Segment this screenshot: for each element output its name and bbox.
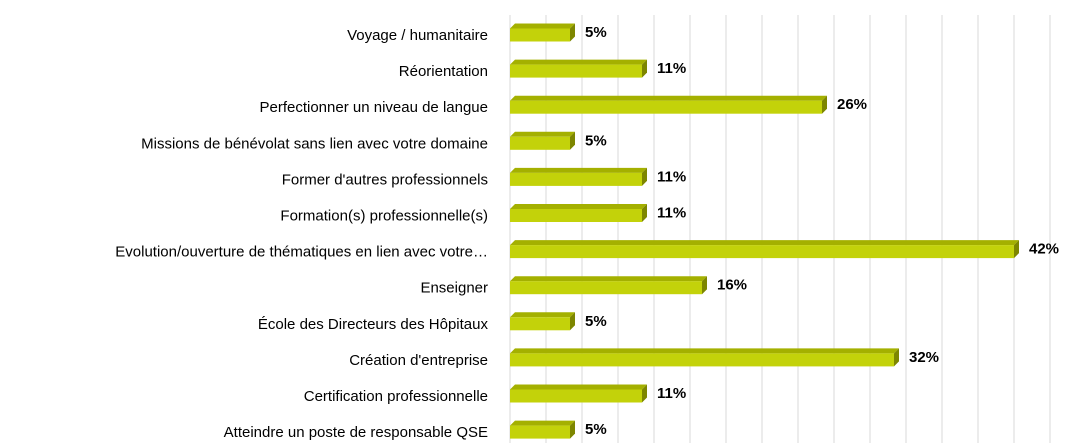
- bar: [510, 136, 570, 150]
- bar: [510, 28, 570, 42]
- y-tick-label: Réorientation: [399, 63, 488, 80]
- bar-side: [570, 23, 575, 42]
- bar-top: [510, 384, 647, 390]
- bar: [510, 353, 894, 367]
- bar-top: [510, 312, 575, 318]
- value-label: 26%: [837, 96, 867, 113]
- bar-side: [702, 276, 707, 295]
- bar-side: [1014, 240, 1019, 259]
- y-tick-label: Enseigner: [420, 280, 488, 297]
- bar-side: [822, 95, 827, 114]
- bar-top: [510, 204, 647, 209]
- value-label: 5%: [585, 24, 607, 41]
- bar-top: [510, 131, 575, 137]
- bar-side: [642, 167, 647, 186]
- bar-top: [510, 23, 575, 29]
- bar-side: [642, 384, 647, 403]
- y-tick-label: Certification professionnelle: [304, 388, 488, 405]
- bar: [510, 389, 642, 403]
- value-label: 42%: [1029, 241, 1059, 258]
- value-label: 11%: [657, 168, 686, 185]
- value-label: 16%: [717, 277, 747, 294]
- bar-top: [510, 348, 899, 354]
- value-label: 11%: [657, 385, 686, 402]
- bar: [510, 425, 570, 439]
- bar-top: [510, 240, 1019, 246]
- bar-side: [642, 59, 647, 78]
- bar-side: [570, 312, 575, 331]
- value-label: 5%: [585, 421, 607, 438]
- y-tick-label: Former d'autres professionnels: [282, 171, 488, 188]
- y-tick-label: Evolution/ouverture de thématiques en li…: [115, 244, 488, 261]
- bar-top: [510, 420, 575, 426]
- bar-top: [510, 95, 827, 101]
- value-label: 32%: [909, 349, 939, 366]
- bar: [510, 209, 642, 222]
- bar-top: [510, 59, 647, 65]
- value-label: 5%: [585, 313, 607, 330]
- y-tick-label: Voyage / humanitaire: [347, 27, 488, 44]
- bar-side: [570, 131, 575, 150]
- y-tick-label: Création d'entreprise: [349, 352, 488, 369]
- bar-top: [510, 167, 647, 173]
- bar: [510, 100, 822, 114]
- bar: [510, 317, 570, 331]
- bar: [510, 64, 642, 78]
- bar: [510, 245, 1014, 259]
- y-tick-label: École des Directeurs des Hôpitaux: [258, 316, 489, 333]
- y-tick-label: Perfectionner un niveau de langue: [259, 99, 488, 116]
- bar-side: [894, 348, 899, 367]
- value-label: 11%: [657, 60, 686, 77]
- bar-top: [510, 276, 707, 282]
- value-label: 11%: [657, 204, 686, 221]
- bar-side: [642, 204, 647, 222]
- bar: [510, 281, 702, 295]
- y-tick-label: Atteindre un poste de responsable QSE: [224, 424, 488, 441]
- value-label: 5%: [585, 132, 607, 149]
- y-tick-label: Missions de bénévolat sans lien avec vot…: [141, 135, 488, 152]
- y-tick-label: Formation(s) professionnelle(s): [280, 207, 488, 224]
- bar-side: [570, 420, 575, 439]
- bar: [510, 172, 642, 186]
